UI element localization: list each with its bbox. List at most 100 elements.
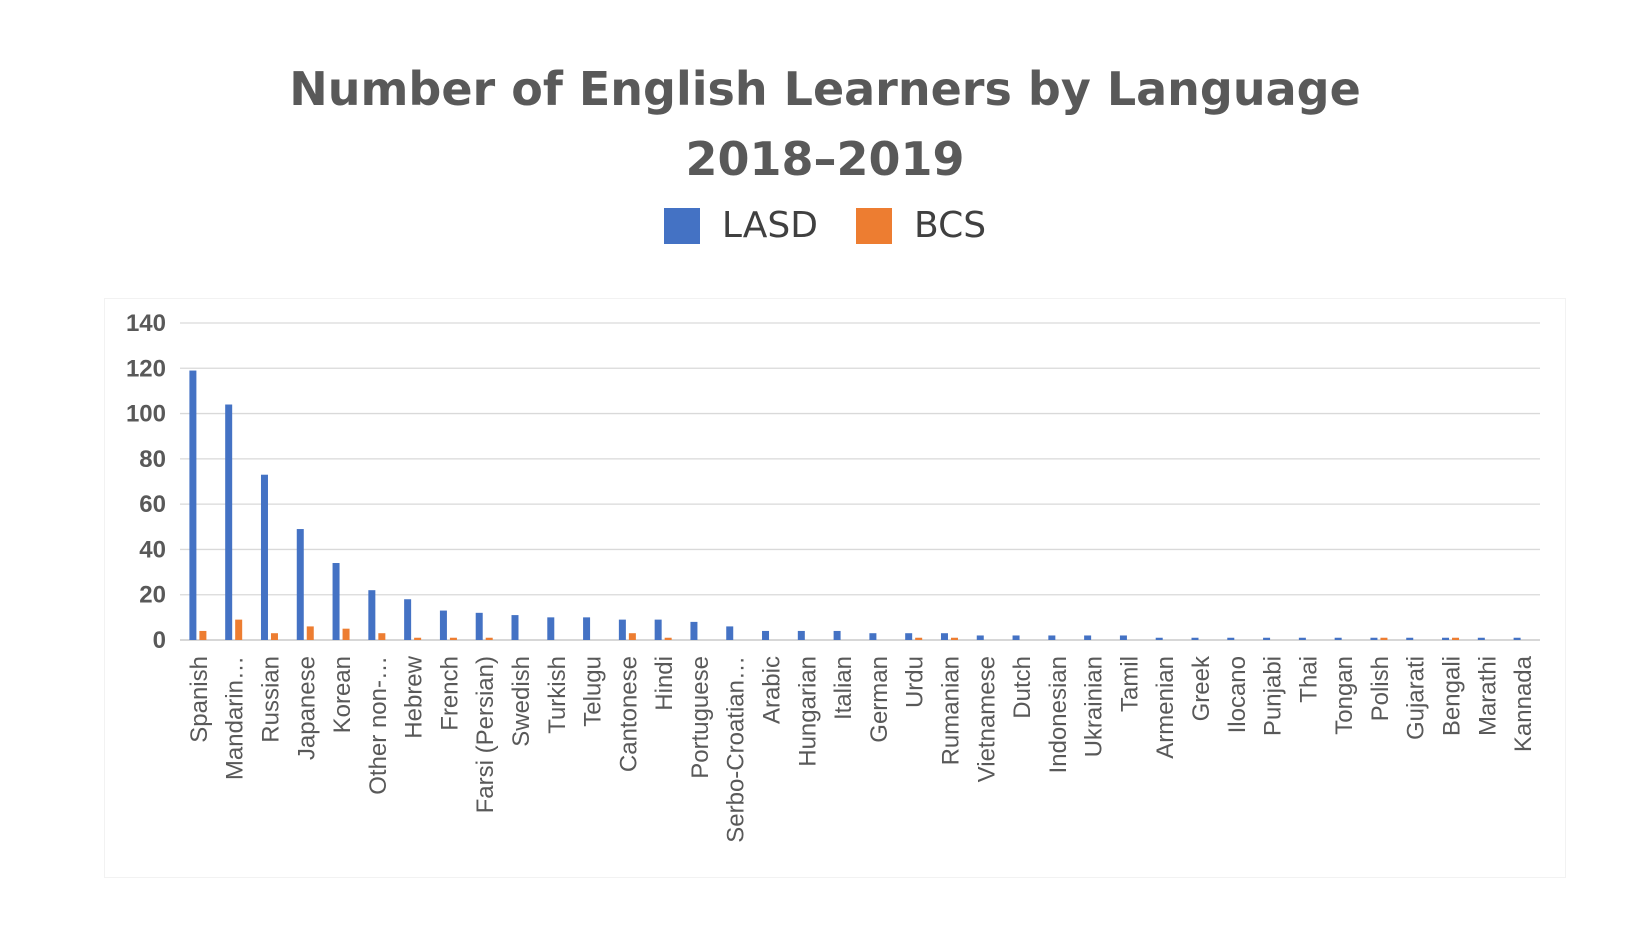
x-tick-label: Russian [257,656,284,743]
legend-swatch-lasd [663,207,700,244]
x-tick-label: Punjabi [1260,656,1287,736]
bar-bcs-35 [1452,637,1460,640]
bar-lasd-14 [690,621,698,640]
bar-lasd-1 [225,404,233,640]
bar-lasd-11 [583,617,591,640]
y-tick-label: 40 [139,536,166,563]
bar-lasd-34 [1406,637,1414,640]
bar-lasd-26 [1119,635,1127,640]
bar-lasd-37 [1513,637,1521,640]
bar-bcs-5 [378,633,386,640]
y-tick-label: 100 [126,401,166,428]
x-tick-label: Serbo-Croatian… [723,656,750,843]
bar-lasd-9 [511,615,519,640]
x-tick-label: Telugu [580,656,607,727]
y-tick-label: 140 [126,310,166,337]
x-tick-label: Hindi [651,656,678,711]
x-tick-label: Rumanian [937,656,964,765]
legend-item-lasd: LASD [663,205,819,246]
bar-lasd-0 [189,370,197,640]
chart-legend: LASD BCS [0,205,1650,246]
y-tick-label: 20 [139,582,166,609]
x-tick-label: Hungarian [794,656,821,767]
x-tick-label: Marathi [1474,656,1501,736]
x-tick-label: Polish [1367,656,1394,721]
bar-bcs-7 [449,637,457,640]
x-tick-label: Kannada [1510,655,1537,752]
x-tick-label: Mandarin… [222,656,249,780]
x-tick-label: Arabic [759,656,786,724]
bar-lasd-5 [368,590,376,640]
bar-lasd-10 [547,617,555,640]
legend-label-bcs: BCS [914,205,987,246]
bar-bcs-0 [199,630,207,640]
x-tick-label: Gujarati [1403,656,1430,740]
x-tick-label: Italian [830,656,857,720]
x-tick-label: Korean [329,656,356,733]
bar-lasd-17 [797,630,805,640]
bar-lasd-24 [1048,635,1056,640]
y-tick-label: 0 [153,627,166,654]
legend-label-lasd: LASD [721,205,819,246]
bar-lasd-23 [1012,635,1020,640]
bar-bcs-20 [915,637,923,640]
x-tick-label: Tamil [1116,656,1143,712]
y-tick-label: 60 [139,491,166,518]
bar-bcs-33 [1380,637,1388,640]
x-tick-label: Farsi (Persian) [472,656,499,813]
x-tick-label: Japanese [293,656,320,760]
bar-lasd-32 [1334,637,1342,640]
x-tick-label: Greek [1188,655,1215,721]
x-tick-label: Indonesian [1045,656,1072,773]
bar-bcs-1 [235,619,243,640]
bar-bcs-2 [270,633,278,640]
x-tick-label: French [436,656,463,731]
x-tick-label: Bengali [1439,656,1466,736]
bar-bcs-13 [664,637,672,640]
x-tick-label: Cantonese [615,656,642,772]
y-tick-label: 120 [126,355,166,382]
bar-bcs-8 [485,637,493,640]
y-tick-label: 80 [139,446,166,473]
bar-lasd-22 [976,635,984,640]
bar-lasd-6 [404,599,412,640]
bar-bcs-4 [342,628,350,640]
bar-lasd-31 [1298,637,1306,640]
x-tick-label: Ukrainian [1081,656,1108,757]
bar-lasd-30 [1263,637,1271,640]
chart-title: Number of English Learners by Language [289,62,1361,116]
bar-bcs-12 [628,633,636,640]
bar-lasd-25 [1084,635,1092,640]
bar-lasd-2 [260,474,268,640]
bar-lasd-12 [618,619,626,640]
bar-bcs-21 [950,637,958,640]
bar-lasd-29 [1227,637,1235,640]
x-tick-label: Armenian [1152,656,1179,759]
bar-lasd-36 [1477,637,1485,640]
x-tick-label: Swedish [508,656,535,747]
x-tick-label: Ilocano [1224,656,1251,733]
x-tick-label: Tongan [1331,656,1358,735]
bar-bcs-3 [306,626,314,640]
bar-lasd-13 [654,619,662,640]
x-tick-label: Dutch [1009,656,1036,719]
x-tick-label: Hebrew [401,655,428,738]
x-tick-label: Urdu [902,656,929,708]
bar-lasd-15 [726,626,734,640]
legend-swatch-bcs [856,207,893,244]
x-tick-label: Spanish [186,656,213,743]
x-tick-label: German [866,656,893,743]
legend-item-bcs: BCS [856,205,986,246]
bar-lasd-27 [1155,637,1163,640]
x-tick-label: Turkish [544,656,571,734]
bar-lasd-7 [439,610,447,640]
bar-lasd-18 [833,630,841,640]
bar-bcs-6 [414,637,422,640]
bar-lasd-16 [762,630,770,640]
bar-lasd-3 [296,529,304,640]
bar-lasd-21 [940,633,948,640]
bar-lasd-19 [869,633,877,640]
plot-area-frame [104,298,1566,878]
bar-lasd-28 [1191,637,1199,640]
